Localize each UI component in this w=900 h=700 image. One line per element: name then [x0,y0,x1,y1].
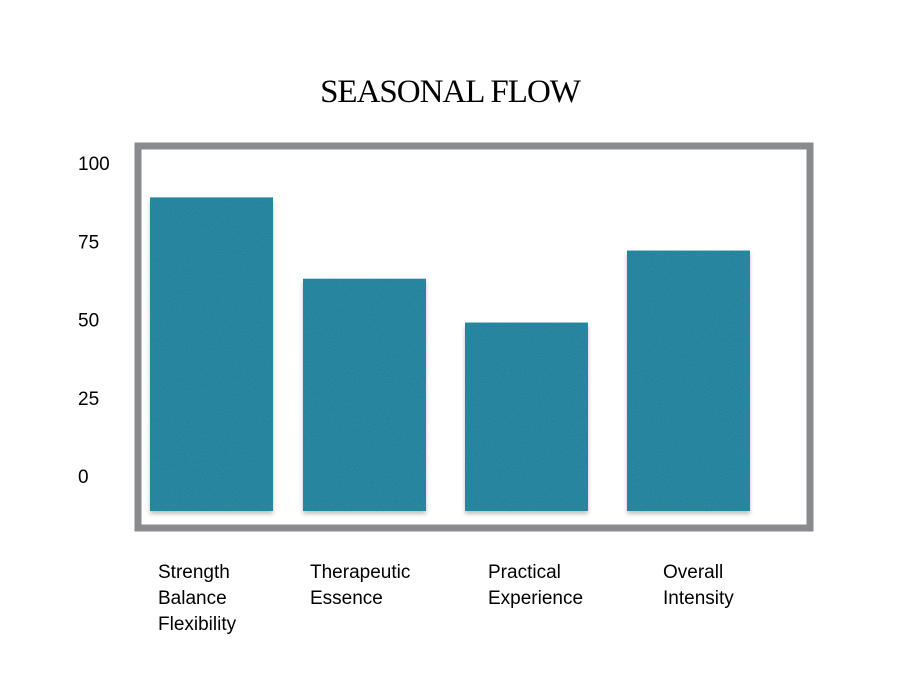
x-category-label-line: Flexibility [158,614,237,635]
x-category-label: Therapeutic Essence [310,560,410,612]
x-category-label-line: Balance [158,588,227,609]
x-category-label-line: Overall [663,562,724,583]
y-tick-label: 50 [78,311,99,332]
y-tick-label: 0 [78,467,89,488]
y-tick-label: 100 [78,154,110,175]
y-tick-label: 75 [78,232,99,253]
y-tick-label: 25 [78,389,99,410]
x-category-label-line: Intensity [663,588,734,609]
bar-texture [150,197,273,511]
bar-texture [465,322,588,511]
x-category-label-line: Strength [158,562,230,583]
x-category-label-line: Experience [488,588,584,609]
x-category-label-line: Essence [310,588,383,609]
bar-texture [627,250,750,511]
x-category-label-line: Therapeutic [310,562,411,583]
x-category-label: Practical Experience [488,560,583,612]
x-category-label: Strength Balance Flexibility [158,560,236,638]
x-category-label-line: Practical [488,562,561,583]
chart-title: SEASONAL FLOW [320,74,581,110]
x-category-label: Overall Intensity [663,560,734,612]
bar-texture [303,278,426,511]
